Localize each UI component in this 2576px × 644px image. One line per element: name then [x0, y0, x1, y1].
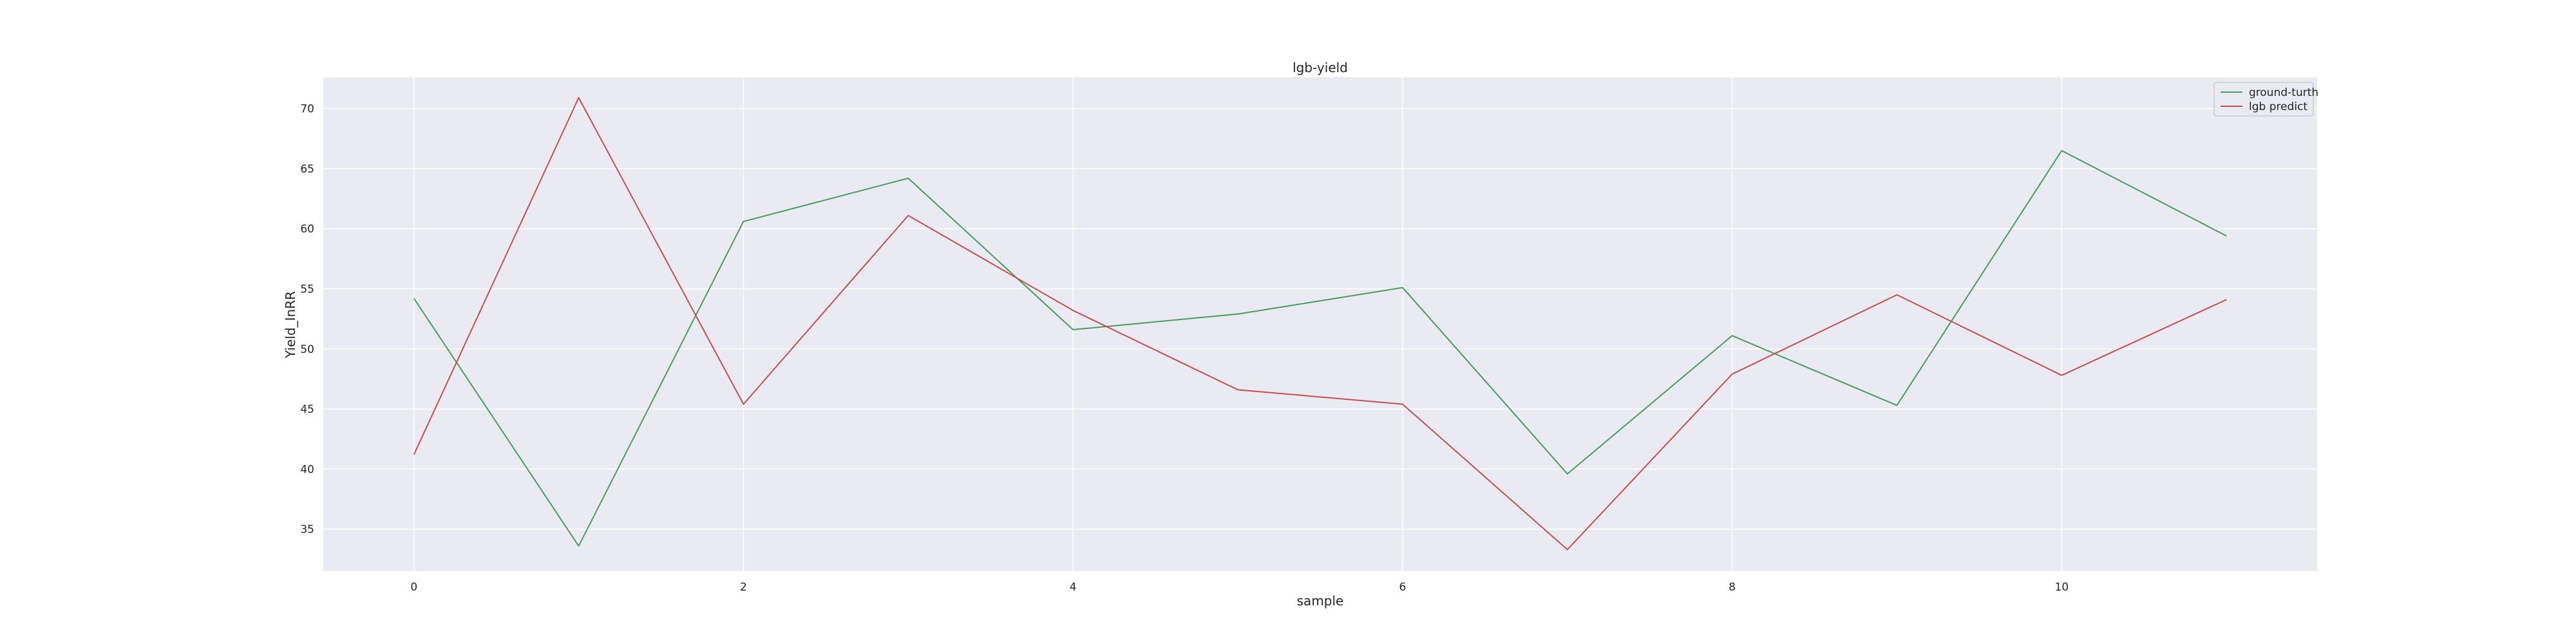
legend: ground-turth lgb predict: [2213, 82, 2318, 117]
x-tick-label: 2: [740, 581, 747, 594]
x-tick-label: 8: [1728, 581, 1736, 594]
series-lines: [413, 97, 2227, 551]
x-axis-label: sample: [1297, 593, 1344, 609]
legend-label-lgb-predict: lgb predict: [2249, 100, 2307, 113]
series-line-lgb-predict: [413, 97, 2227, 551]
plot-background: [323, 77, 2317, 571]
y-tick-label: 55: [300, 283, 314, 296]
legend-box: [2213, 82, 2314, 117]
y-axis-label: Yield_InRR: [283, 291, 298, 359]
grid-lines: [323, 77, 2317, 571]
y-tick-label: 60: [300, 223, 314, 236]
y-tick-label: 40: [300, 463, 314, 476]
y-tick-label: 45: [300, 403, 314, 416]
y-tick-label: 35: [300, 524, 314, 536]
x-tick-label: 6: [1399, 581, 1406, 594]
x-tick-label: 10: [2055, 581, 2069, 594]
tick-labels: 0 2 4 6 8 10 35 40 45 50 55 60 65 70: [300, 103, 2069, 594]
y-tick-label: 65: [300, 163, 314, 176]
series-line-ground-turth: [413, 149, 2227, 547]
chart-title: lgb-yield: [1293, 60, 1348, 75]
x-tick-label: 0: [410, 581, 417, 594]
y-tick-label: 70: [300, 103, 314, 116]
y-tick-label: 50: [300, 343, 314, 356]
legend-label-ground-turth: ground-turth: [2249, 86, 2318, 99]
x-tick-label: 4: [1070, 581, 1077, 594]
